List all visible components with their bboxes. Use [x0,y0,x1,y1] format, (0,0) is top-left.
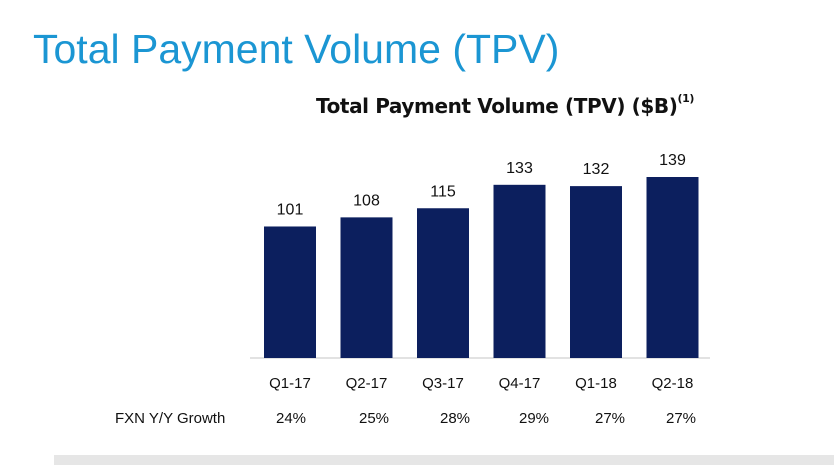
x-tick-label-Q1-18: Q1-18 [575,375,617,392]
data-label-Q1-18: 132 [583,161,610,178]
bar-Q1-18 [570,186,622,358]
data-label-Q1-17: 101 [277,201,304,218]
x-tick-label-Q4-17: Q4-17 [499,375,541,392]
data-label-Q2-17: 108 [353,192,380,209]
growth-row-label: FXN Y/Y Growth [115,410,226,427]
x-tick-label-Q1-17: Q1-17 [269,375,311,392]
bar-Q1-17 [264,226,316,358]
data-label-Q4-17: 133 [506,160,533,177]
growth-value-Q2-18: 27% [665,410,697,427]
x-tick-label-Q2-17: Q2-17 [346,375,388,392]
bar-Q4-17 [493,184,546,358]
chart-title-text: Total Payment Volume (TPV) ($B) [316,94,678,118]
x-tick-label-Q2-18: Q2-18 [652,375,694,392]
growth-value-Q3-17: 28% [439,410,471,427]
footer-bar [54,455,834,465]
bar-Q2-17 [340,217,393,358]
bar-Q3-17 [417,208,469,358]
x-tick-label-Q3-17: Q3-17 [422,375,464,392]
growth-value-Q2-17: 25% [358,410,390,427]
growth-value-Q1-18: 27% [594,410,626,427]
chart-title-footnote: (1) [677,92,694,105]
growth-value-Q1-17: 24% [275,410,307,427]
growth-value-Q4-17: 29% [518,410,550,427]
bar-Q2-18 [646,177,699,358]
data-label-Q3-17: 115 [430,183,456,200]
chart-title: Total Payment Volume (TPV) ($B)(1) [316,92,694,118]
slide-title: Total Payment Volume (TPV) [33,26,560,72]
data-label-Q2-18: 139 [659,152,686,169]
